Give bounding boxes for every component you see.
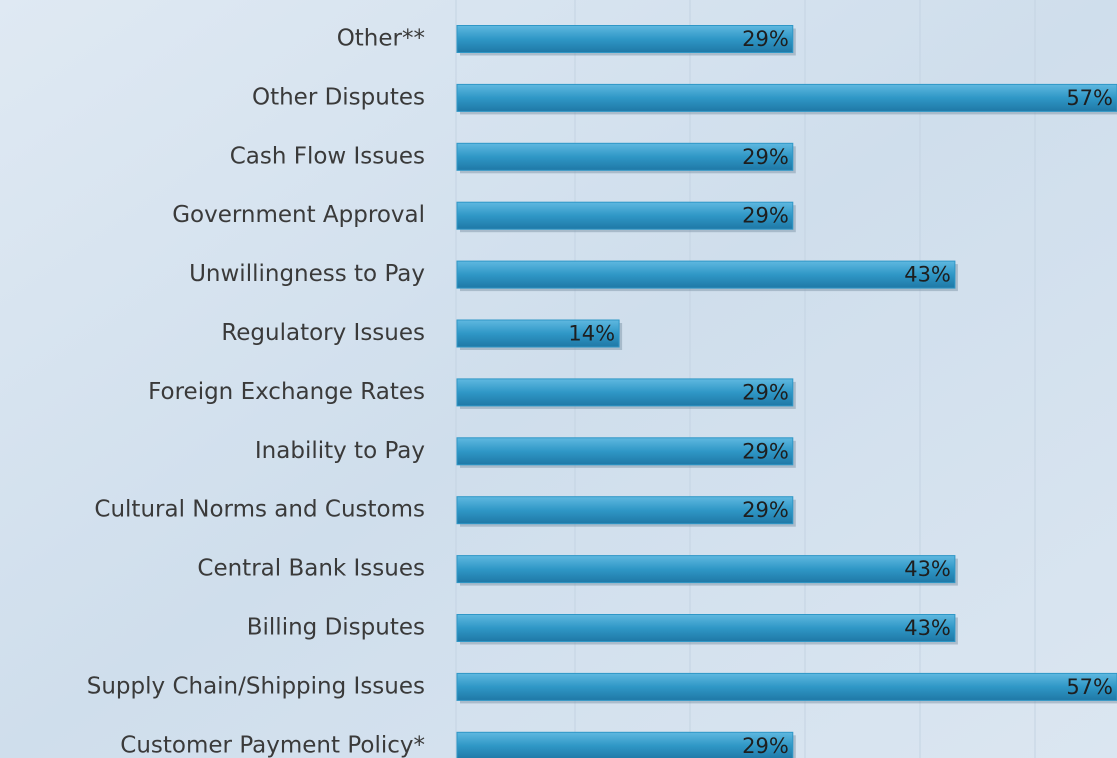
category-label: Supply Chain/Shipping Issues: [87, 673, 425, 699]
value-label: 43%: [904, 616, 951, 640]
category-label: Cultural Norms and Customs: [94, 497, 425, 523]
bar: [456, 201, 794, 230]
bar: [456, 83, 1117, 112]
value-label: 29%: [742, 439, 789, 463]
bar: [456, 496, 794, 525]
category-label: Central Bank Issues: [197, 556, 425, 582]
category-label: Cash Flow Issues: [230, 143, 425, 169]
category-label: Customer Payment Policy*: [120, 732, 425, 758]
bar: [456, 672, 1117, 701]
bar: [456, 142, 794, 171]
category-label: Unwillingness to Pay: [189, 261, 425, 287]
bar: [456, 614, 956, 642]
value-label: 43%: [904, 263, 951, 287]
category-label: Foreign Exchange Rates: [148, 379, 425, 405]
value-label: 29%: [742, 145, 789, 169]
bar: [456, 437, 794, 466]
value-label: 14%: [568, 322, 615, 346]
value-label: 29%: [742, 204, 789, 228]
bar: [456, 319, 620, 348]
category-label: Other Disputes: [252, 84, 425, 110]
bar: [456, 731, 794, 758]
bar: [456, 260, 956, 289]
category-label: Regulatory Issues: [221, 320, 425, 346]
bar: [456, 25, 794, 53]
value-label: 29%: [742, 27, 789, 51]
value-label: 57%: [1066, 675, 1113, 699]
category-label: Other**: [337, 26, 425, 52]
value-label: 29%: [742, 498, 789, 522]
value-label: 29%: [742, 734, 789, 758]
value-label: 43%: [904, 557, 951, 581]
category-label: Billing Disputes: [247, 615, 425, 641]
value-label: 29%: [742, 380, 789, 404]
category-label: Inability to Pay: [255, 438, 425, 464]
value-label: 57%: [1066, 86, 1113, 110]
bar: [456, 378, 794, 407]
category-label: Government Approval: [172, 202, 425, 228]
bar: [456, 555, 956, 584]
